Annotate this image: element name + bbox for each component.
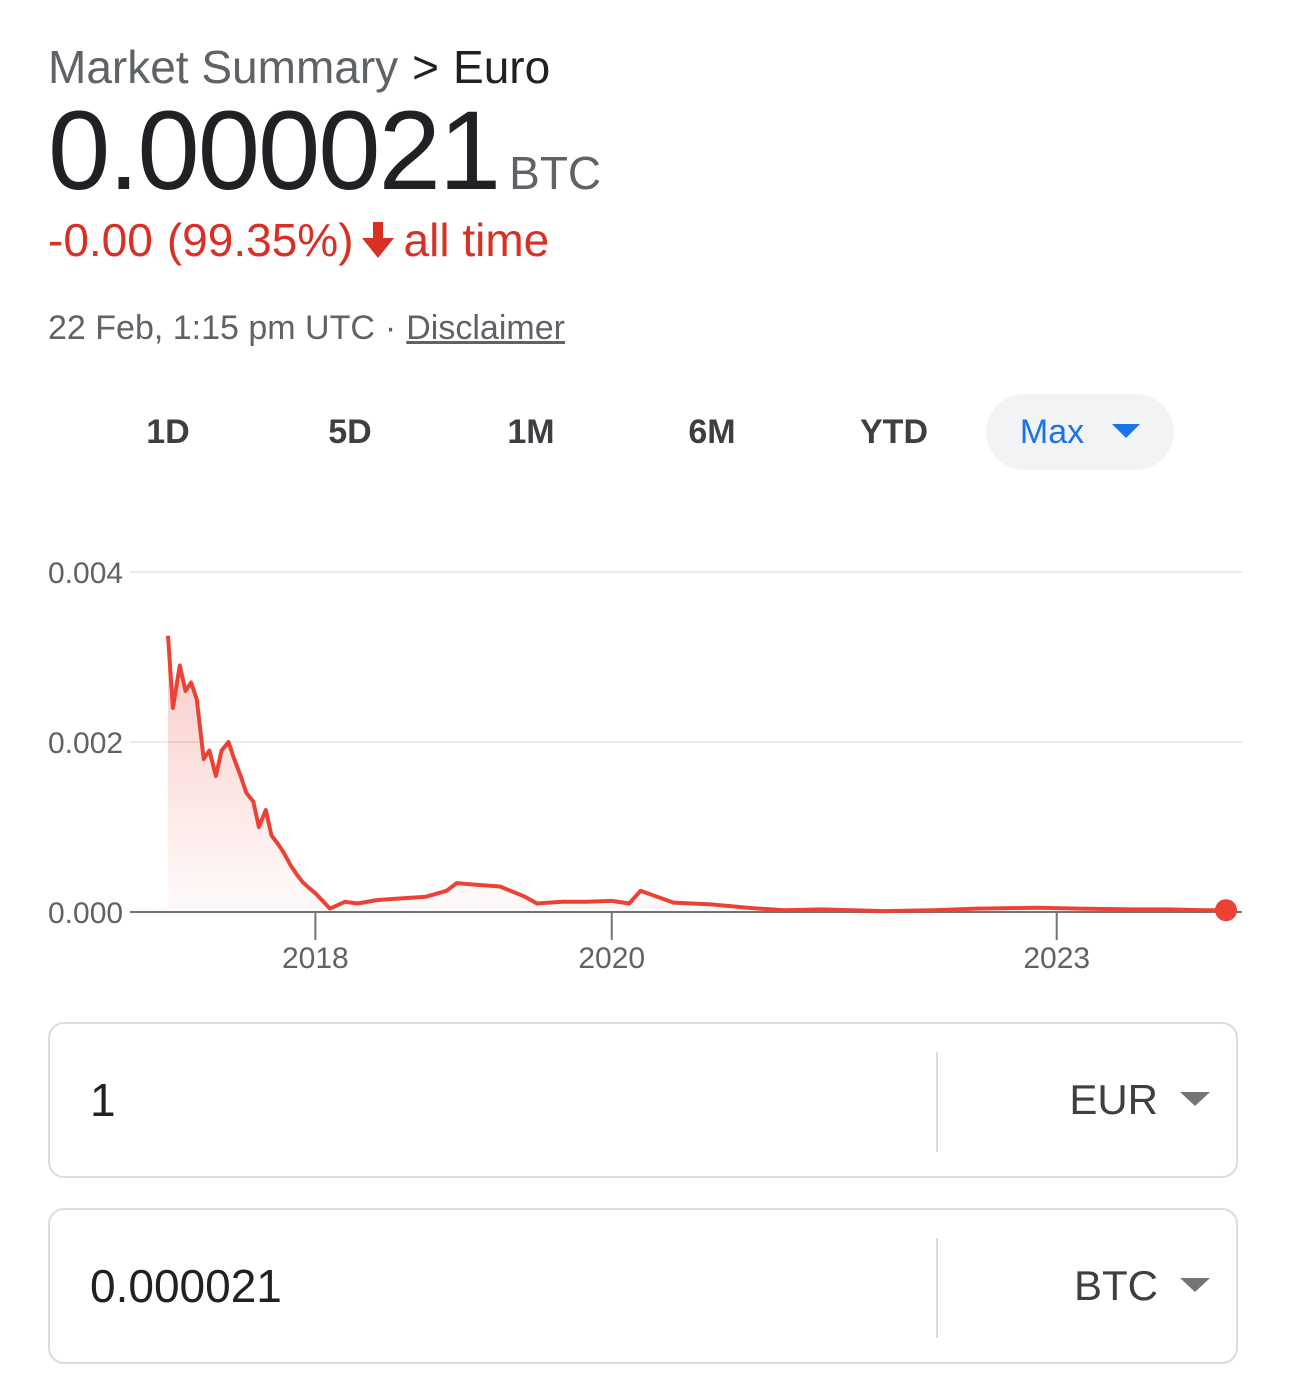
chart-current-point (1215, 899, 1237, 922)
converter-from-box: 1 EUR (48, 1022, 1238, 1178)
price-change-row: -0.00 (99.35%) all time (48, 212, 549, 268)
tab-5d[interactable]: 5D (328, 413, 372, 451)
change-period: all time (403, 214, 550, 266)
disclaimer-link[interactable]: Disclaimer (406, 309, 565, 347)
x-tick-label: 2018 (282, 942, 349, 975)
timestamp-row: 22 Feb, 1:15 pm UTC · Disclaimer (48, 306, 565, 350)
dropdown-caret-icon (1180, 1092, 1210, 1106)
exchange-rate-value: 0.000021 (48, 88, 501, 213)
converter-to-currency-select[interactable]: BTC (940, 1210, 1236, 1362)
range-tabs: 1D 5D 1M 6M YTD Max (78, 394, 1178, 470)
tab-max-dropdown[interactable]: Max (986, 394, 1174, 470)
tab-1m[interactable]: 1M (507, 413, 555, 451)
converter-from-currency-select[interactable]: EUR (940, 1024, 1236, 1176)
arrow-down-icon (361, 222, 394, 258)
y-tick-label: 0.002 (48, 727, 123, 760)
converter-from-amount-input[interactable]: 1 (90, 1074, 116, 1126)
x-tick-label: 2020 (578, 942, 645, 975)
converter-from-currency-label: EUR (1069, 1076, 1158, 1123)
converter-to-box: 0.000021 BTC (48, 1208, 1238, 1364)
price-history-chart[interactable]: 0.004 0.002 0.000 2018 2020 2023 (0, 540, 1290, 980)
dropdown-caret-icon (1112, 424, 1141, 438)
breadcrumb: Market Summary > Euro (48, 40, 550, 94)
converter-to-amount-input[interactable]: 0.000021 (90, 1260, 282, 1312)
chart-series-line (166, 635, 1227, 914)
breadcrumb-separator: > (412, 41, 440, 93)
y-tick-label: 0.004 (48, 557, 123, 590)
chart-area-fill (168, 635, 1226, 912)
converter-divider (936, 1052, 938, 1152)
price-row: 0.000021 BTC (48, 95, 602, 207)
tab-ytd[interactable]: YTD (860, 413, 928, 451)
y-tick-label: 0.000 (48, 897, 123, 930)
tab-max-label: Max (1019, 413, 1085, 451)
dropdown-caret-icon (1180, 1278, 1210, 1292)
tab-6m[interactable]: 6M (688, 413, 736, 451)
breadcrumb-market-summary-link[interactable]: Market Summary (48, 41, 399, 93)
timestamp-separator: · (384, 309, 397, 347)
converter-to-currency-label: BTC (1074, 1262, 1158, 1309)
x-tick-label: 2023 (1023, 942, 1090, 975)
converter-divider (936, 1238, 938, 1338)
change-amount: -0.00 (48, 214, 153, 266)
exchange-rate-unit: BTC (509, 147, 602, 199)
breadcrumb-current: Euro (453, 41, 551, 93)
timestamp-text: 22 Feb, 1:15 pm UTC (48, 309, 375, 347)
change-percent: (99.35%) (166, 214, 354, 266)
tab-1d[interactable]: 1D (146, 413, 190, 451)
